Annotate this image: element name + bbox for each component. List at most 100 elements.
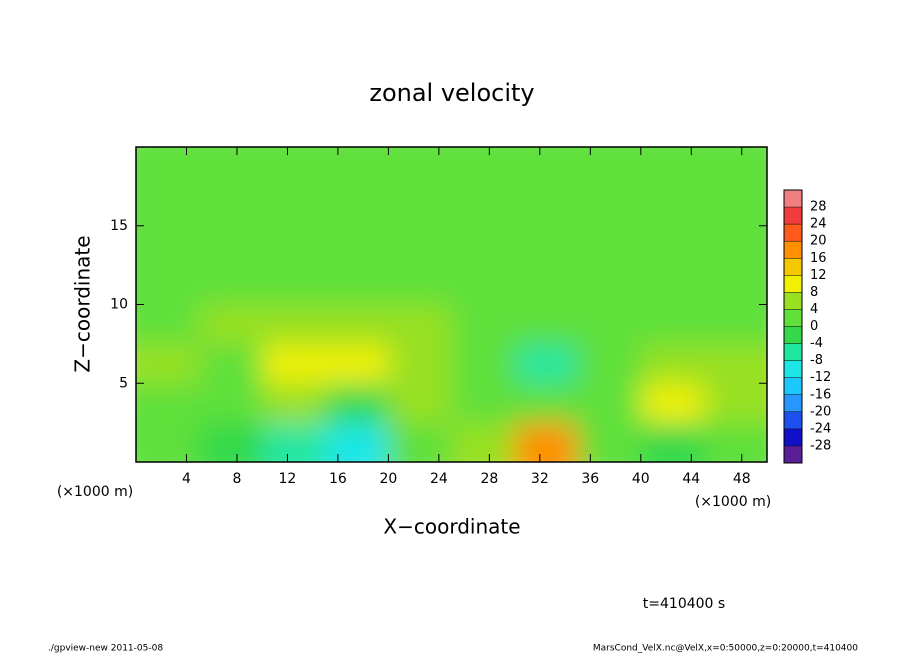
y-tick-label: 5 <box>119 375 128 391</box>
heat-cell <box>514 265 579 305</box>
colorbar-label: -24 <box>810 421 831 436</box>
colorbar-band <box>784 207 802 225</box>
heat-cell <box>136 147 200 187</box>
colorbar-band <box>784 343 802 361</box>
heat-cell <box>703 225 767 266</box>
colorbar-band <box>784 428 802 446</box>
heat-cell <box>703 186 767 227</box>
colorbar-label: -16 <box>810 387 831 402</box>
heat-cell <box>388 422 452 462</box>
chart-title: zonal velocity <box>369 79 534 107</box>
heat-cell <box>451 343 516 384</box>
heat-cell <box>388 265 452 305</box>
x-tick-label: 40 <box>632 471 650 487</box>
x-tick-label: 44 <box>682 471 700 487</box>
heat-cell <box>451 147 516 187</box>
y-tick-label: 15 <box>110 218 128 234</box>
x-axis-label: X−coordinate <box>383 515 520 539</box>
colorbar-band <box>784 326 802 344</box>
footer-right: MarsCond_VelX.nc@VelX,x=0:50000,z=0:2000… <box>593 644 858 654</box>
heat-cell <box>577 304 642 345</box>
heat-cell <box>577 343 642 384</box>
heat-cell <box>388 147 452 187</box>
heat-cell <box>325 265 389 305</box>
colorbar-label: -20 <box>810 404 831 419</box>
colorbar-band <box>784 224 802 242</box>
heat-cell <box>262 343 326 384</box>
x-tick-label: 28 <box>480 471 498 487</box>
colorbar-band <box>784 377 802 395</box>
colorbar-band <box>784 275 802 293</box>
heat-cell <box>577 225 642 266</box>
heat-cell <box>199 304 263 345</box>
heat-cell <box>388 304 452 345</box>
heat-cell <box>136 225 200 266</box>
heat-cell <box>262 186 326 227</box>
colorbar-label: -12 <box>810 370 831 385</box>
heat-cell <box>451 422 516 462</box>
heat-cell <box>199 383 263 424</box>
x-tick-label: 8 <box>232 471 241 487</box>
colorbar-label: 8 <box>810 285 818 300</box>
x-tick-label: 12 <box>279 471 297 487</box>
heat-cell <box>703 383 767 424</box>
heat-cell <box>136 343 200 384</box>
heat-cell <box>451 186 516 227</box>
heat-cell <box>577 422 642 462</box>
footer-left: ./gpview-new 2011-05-08 <box>48 644 163 654</box>
colorbar-label: -4 <box>810 336 823 351</box>
x-tick-label: 16 <box>329 471 347 487</box>
colorbar-label: 20 <box>810 234 827 249</box>
colorbar-band <box>784 309 802 327</box>
heat-cell <box>640 343 705 384</box>
heat-cell <box>325 186 389 227</box>
heat-cell <box>703 343 767 384</box>
field <box>136 147 767 462</box>
heat-cell <box>640 422 705 462</box>
heat-cell <box>136 304 200 345</box>
heat-cell <box>577 383 642 424</box>
heat-cell <box>514 186 579 227</box>
heat-cell <box>514 343 579 384</box>
colorbar-band <box>784 241 802 259</box>
heat-cell <box>640 147 705 187</box>
x-unit-label: (×1000 m) <box>57 484 133 500</box>
heat-cell <box>325 343 389 384</box>
heat-cell <box>136 383 200 424</box>
heat-cell <box>262 383 326 424</box>
heat-cell <box>388 343 452 384</box>
heat-cell <box>388 186 452 227</box>
colorbar-label: 4 <box>810 302 818 317</box>
heat-cell <box>640 265 705 305</box>
heat-cell <box>199 225 263 266</box>
heat-cell <box>451 304 516 345</box>
heat-cell <box>640 225 705 266</box>
heat-cell <box>136 422 200 462</box>
heat-cell <box>325 225 389 266</box>
colorbar-label: 12 <box>810 268 827 283</box>
colorbar-label: 0 <box>810 319 818 334</box>
heat-cell <box>262 265 326 305</box>
y-axis-label: Z−coordinate <box>71 235 95 372</box>
heat-cell <box>514 147 579 187</box>
y-tick-label: 10 <box>110 297 128 313</box>
heat-cell <box>577 147 642 187</box>
heat-cell <box>199 265 263 305</box>
colorbar-band <box>784 394 802 412</box>
heat-cell <box>262 422 326 462</box>
colorbar-label: -28 <box>810 438 831 453</box>
colorbar-band <box>784 411 802 429</box>
heat-cell <box>577 265 642 305</box>
heat-cell <box>199 186 263 227</box>
x-unit-label: (×1000 m) <box>695 494 771 510</box>
colorbar-band <box>784 190 802 208</box>
heat-cell <box>640 383 705 424</box>
heat-cell <box>199 343 263 384</box>
x-tick-label: 36 <box>581 471 599 487</box>
heat-cell <box>514 225 579 266</box>
x-tick-label: 4 <box>182 471 191 487</box>
heat-cell <box>136 265 200 305</box>
heat-cell <box>451 383 516 424</box>
heat-cell <box>199 147 263 187</box>
